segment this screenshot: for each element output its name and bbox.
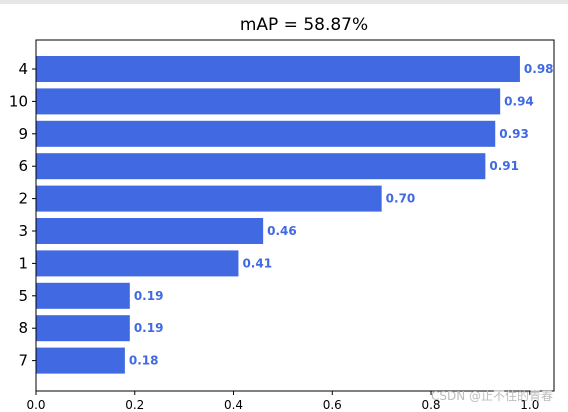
value-label-5: 0.19 [134, 289, 164, 303]
bar-6 [36, 153, 486, 180]
bar-7 [36, 347, 125, 374]
bar-3 [36, 218, 264, 244]
y-tick-label-4: 4 [18, 60, 28, 78]
value-label-6: 0.91 [489, 159, 519, 173]
bar-9 [36, 120, 496, 147]
bar-4 [36, 56, 520, 82]
y-tick-label-1: 1 [18, 254, 28, 272]
chart-title: mAP = 58.87% [240, 15, 368, 35]
x-ticks-group: 0.0 0.2 0.4 0.6 0.8 1.0 [26, 391, 539, 412]
bar-1 [36, 250, 239, 277]
value-labels-group: 0.98 0.94 0.93 0.91 0.70 0.46 0.41 0.19 0.19 0.18 [129, 62, 554, 368]
watermark: CSDN @止不住的青春 [431, 388, 553, 403]
value-label-4: 0.98 [524, 62, 554, 76]
value-label-3: 0.46 [267, 224, 297, 238]
y-tick-label-5: 5 [18, 287, 28, 305]
y-tick-label-10: 10 [9, 92, 28, 110]
window-top-strip [0, 0, 568, 4]
plot-frame [35, 39, 555, 392]
value-label-1: 0.41 [242, 256, 272, 270]
x-tick-label-3: 0.6 [323, 398, 342, 412]
y-tick-label-3: 3 [18, 222, 28, 240]
x-tick-label-2: 0.4 [224, 398, 243, 412]
x-tick-label-1: 0.2 [125, 398, 144, 412]
y-tick-label-2: 2 [18, 190, 28, 208]
x-tick-label-0: 0.0 [26, 398, 45, 412]
value-label-2: 0.70 [386, 192, 416, 206]
value-label-10: 0.94 [504, 94, 534, 108]
x-tick-label-5: 1.0 [520, 398, 539, 412]
bar-5 [36, 282, 130, 309]
bar-2 [36, 185, 382, 212]
value-label-8: 0.19 [134, 321, 164, 335]
x-tick-label-4: 0.8 [421, 398, 440, 412]
value-label-9: 0.93 [499, 127, 529, 141]
y-tick-label-7: 7 [18, 352, 28, 370]
bar-10 [36, 88, 501, 115]
y-tick-label-8: 8 [18, 319, 28, 337]
value-label-7: 0.18 [129, 354, 159, 368]
y-ticks-group: 4 10 9 6 2 3 1 5 8 7 [9, 60, 36, 370]
bar-8 [36, 315, 130, 342]
y-tick-label-9: 9 [18, 125, 28, 143]
y-tick-label-6: 6 [18, 157, 28, 175]
bars-group [36, 56, 520, 374]
